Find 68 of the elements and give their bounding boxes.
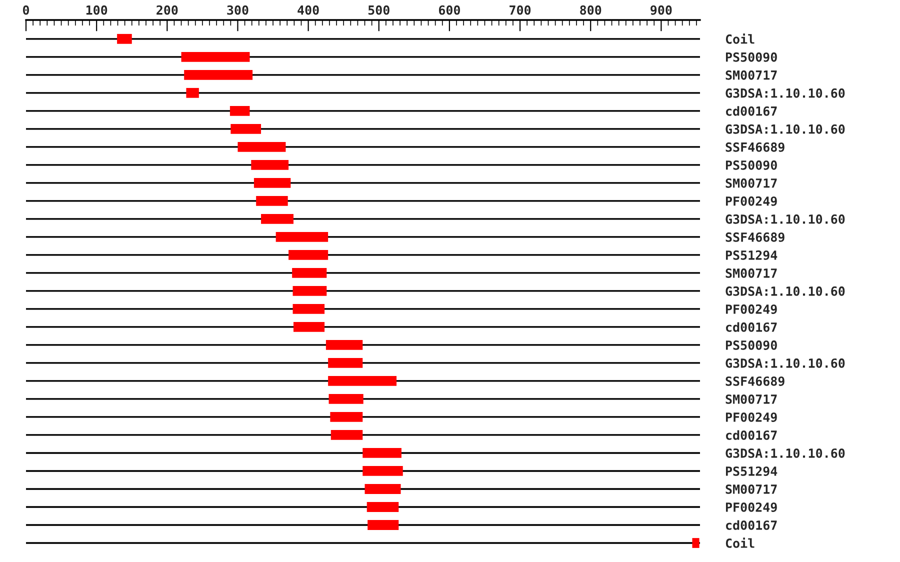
x-tick-label: 300	[227, 5, 248, 15]
y-tick-label: SSF46689	[726, 232, 784, 242]
x-tick-label: 500	[368, 5, 390, 15]
y-tick-label: PF00249	[726, 502, 777, 512]
y-tick-label: SM00717	[726, 394, 777, 404]
y-tick-label: G3DSA:1.10.10.60	[726, 358, 845, 368]
y-tick-label: PS50090	[726, 340, 777, 350]
y-tick-label: SM00717	[726, 178, 777, 188]
bar	[293, 322, 325, 332]
y-tick-label: SM00717	[726, 268, 777, 278]
bar	[328, 394, 364, 404]
x-tick-label: 800	[580, 5, 602, 15]
bar	[368, 520, 399, 530]
bar	[364, 484, 401, 494]
bar	[330, 430, 363, 440]
bar	[292, 304, 325, 314]
bar	[366, 502, 399, 512]
bar	[326, 340, 363, 350]
y-tick-label: PF00249	[726, 304, 777, 314]
y-tick-label: cd00167	[726, 430, 777, 440]
x-tick-label: 100	[86, 5, 108, 15]
y-tick-label: PF00249	[726, 412, 777, 422]
y-tick-label: G3DSA:1.10.10.60	[726, 124, 845, 134]
bar	[238, 142, 286, 152]
bar	[288, 250, 328, 260]
x-tick-label: 600	[438, 5, 460, 15]
bar	[292, 268, 327, 278]
bar	[261, 214, 294, 224]
bar	[251, 160, 289, 170]
bar	[362, 466, 403, 476]
y-tick-label: G3DSA:1.10.10.60	[726, 88, 845, 98]
bar	[276, 232, 328, 242]
bar	[328, 376, 397, 386]
y-tick-label: SM00717	[726, 484, 777, 494]
y-tick-label: G3DSA:1.10.10.60	[726, 214, 845, 224]
bar	[230, 124, 262, 134]
bar	[186, 88, 199, 98]
y-tick-label: SSF46689	[726, 376, 784, 386]
y-tick-label: PS51294	[726, 466, 778, 476]
bar	[362, 448, 402, 458]
y-tick-label: Coil	[726, 538, 754, 548]
y-tick-label: PS50090	[726, 160, 777, 170]
y-tick-label: cd00167	[726, 106, 777, 116]
x-tick-label: 700	[510, 5, 531, 15]
y-tick-label: Coil	[726, 33, 754, 44]
bar	[181, 52, 250, 62]
y-tick-label: SM00717	[726, 70, 777, 80]
y-tick-label: PS50090	[726, 52, 777, 62]
y-tick-label: PS51294	[726, 250, 778, 260]
x-tick-label: 0	[22, 5, 30, 15]
y-tick-label: PF00249	[726, 196, 777, 206]
x-tick-label: 400	[298, 5, 319, 15]
x-tick-label: 200	[156, 5, 178, 15]
bar	[254, 178, 291, 188]
y-tick-label: cd00167	[726, 322, 777, 332]
bar	[692, 538, 700, 548]
bar	[328, 358, 363, 368]
y-tick-label: G3DSA:1.10.10.60	[726, 448, 845, 458]
bar	[330, 412, 363, 422]
y-tick-label: SSF46689	[726, 142, 784, 152]
bar	[117, 34, 132, 44]
bar	[256, 196, 288, 206]
bar	[184, 70, 253, 80]
x-tick-label: 900	[650, 5, 672, 15]
y-tick-label: G3DSA:1.10.10.60	[726, 286, 845, 296]
bar	[292, 286, 327, 296]
y-tick-label: cd00167	[726, 520, 777, 530]
bar	[230, 106, 250, 116]
